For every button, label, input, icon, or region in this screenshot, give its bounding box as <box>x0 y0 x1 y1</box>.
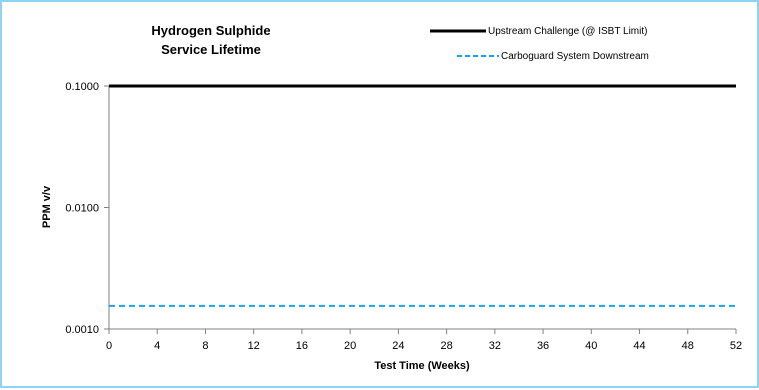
x-tick-label: 24 <box>392 340 404 352</box>
y-axis-ticks: 0.1000 0.0100 0.0010 <box>65 81 109 336</box>
x-tick-label: 40 <box>585 340 597 352</box>
x-tick-label: 8 <box>202 340 208 352</box>
y-tick-label: 0.0010 <box>65 324 99 336</box>
x-tick-label: 0 <box>106 340 112 352</box>
x-tick-label: 12 <box>248 340 260 352</box>
chart-title-line-2: Service Lifetime <box>161 42 261 57</box>
series-group <box>109 84 736 307</box>
x-tick-label: 32 <box>489 340 501 352</box>
legend-label-upstream: Upstream Challenge (@ ISBT Limit) <box>488 26 647 37</box>
x-tick-label: 48 <box>682 340 694 352</box>
x-tick-label: 20 <box>344 340 356 352</box>
chart-title-line-1: Hydrogen Sulphide <box>151 23 270 38</box>
x-tick-label: 4 <box>154 340 160 352</box>
legend-label-carboguard: Carboguard System Downstream <box>501 51 649 62</box>
y-tick-label: 0.0100 <box>65 203 99 215</box>
x-tick-label: 36 <box>537 340 549 352</box>
x-tick-label: 44 <box>633 340 645 352</box>
y-axis-title: PPM v/v <box>41 185 53 228</box>
y-tick-label: 0.1000 <box>65 81 99 93</box>
x-tick-label: 16 <box>296 340 308 352</box>
x-tick-label: 52 <box>730 340 742 352</box>
x-axis-ticks: 0 4 8 12 16 20 24 28 32 36 40 44 48 52 <box>106 329 742 352</box>
x-axis-title: Test Time (Weeks) <box>374 360 470 372</box>
x-tick-label: 28 <box>440 340 452 352</box>
legend: Upstream Challenge (@ ISBT Limit) Carbog… <box>430 26 649 62</box>
